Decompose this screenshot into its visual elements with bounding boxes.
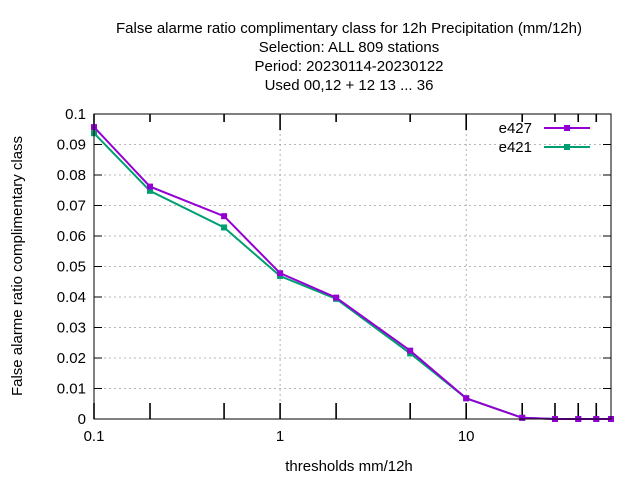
data-point-e421 [147, 187, 154, 194]
data-point-e427 [519, 414, 526, 421]
y-tick-label: 0.02 [57, 350, 86, 367]
x-tick-label: 1 [276, 428, 284, 445]
x-tick-label: 10 [458, 428, 475, 445]
y-tick-label: 0.06 [57, 228, 86, 245]
y-tick-label: 0.04 [57, 289, 86, 306]
data-point-e427 [407, 347, 414, 354]
legend-marker-e427 [564, 125, 570, 131]
y-tick-label: 0.09 [57, 137, 86, 154]
series-line-e421 [93, 132, 611, 420]
title-line-2: Selection: ALL 809 stations [259, 39, 439, 56]
y-tick-label: 0.01 [57, 381, 86, 398]
title-line-4: Used 00,12 + 12 13 ... 36 [265, 77, 434, 94]
series-line-e427 [93, 126, 611, 420]
y-tick-label: 0 [78, 411, 86, 428]
data-point-e427 [277, 270, 284, 277]
legend: e427 e421 [499, 120, 590, 156]
legend-label-e421: e421 [499, 139, 532, 156]
title-line-1: False alarme ratio complimentary class f… [116, 20, 582, 37]
y-tick-label: 0.05 [57, 259, 86, 276]
title-line-3: Period: 20230114-20230122 [254, 58, 443, 75]
series-lines [91, 124, 614, 422]
y-tick-label: 0.07 [57, 198, 86, 215]
y-tick-label: 0.1 [65, 106, 86, 123]
y-axis-label: False alarme ratio complimentary class [9, 136, 26, 396]
data-point-e427 [463, 395, 470, 402]
chart-title: False alarme ratio complimentary class f… [116, 20, 582, 94]
data-point-e427 [147, 183, 154, 190]
x-axis-tick-labels: 0.1 1 10 [84, 428, 475, 445]
data-point-e427 [221, 213, 228, 220]
x-tick-label: 0.1 [84, 428, 105, 445]
x-axis-label: thresholds mm/12h [285, 458, 413, 475]
axis-ticks [93, 113, 611, 420]
data-point-e427 [333, 294, 340, 301]
y-tick-label: 0.08 [57, 167, 86, 184]
y-tick-label: 0.03 [57, 320, 86, 337]
data-point-e421 [221, 224, 228, 231]
legend-marker-e421 [564, 144, 570, 150]
plot-frame [93, 113, 612, 420]
legend-label-e427: e427 [499, 120, 532, 137]
y-axis-tick-labels: 0 0.01 0.02 0.03 0.04 0.05 0.06 0.07 0.08 0.09 0.1 [57, 106, 86, 428]
grid [94, 114, 611, 419]
